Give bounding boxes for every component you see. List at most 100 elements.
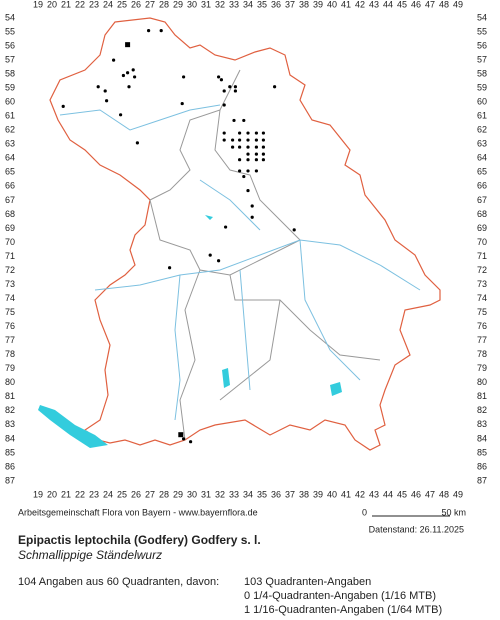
row-label: 84 [5,433,15,443]
record-dot [222,103,226,107]
row-label: 73 [477,279,487,289]
column-label: 45 [397,489,407,499]
record-square [125,42,131,48]
record-dot [250,215,254,219]
row-label: 60 [477,97,487,107]
row-label: 68 [5,209,15,219]
row-label: 63 [477,139,487,149]
record-dot [231,145,235,149]
row-label: 79 [5,363,15,373]
column-label: 24 [103,489,113,499]
record-dot [261,158,265,162]
column-label: 26 [131,0,141,9]
column-label: 25 [117,0,127,9]
column-label: 40 [327,489,337,499]
record-dot [228,85,232,89]
column-label: 31 [201,0,211,9]
record-dot [292,228,296,232]
record-dot [261,145,265,149]
row-label: 63 [5,139,15,149]
detail: 1 1/16-Quadranten-Angaben (1/64 MTB) [244,604,442,616]
record-dot [246,138,250,142]
column-label: 32 [215,0,225,9]
record-dot [103,89,107,93]
record-dot [254,138,258,142]
column-label: 25 [117,489,127,499]
record-dot [126,71,130,75]
record-dot [189,440,193,444]
column-label: 28 [159,489,169,499]
column-label: 22 [75,0,85,9]
column-label: 39 [313,0,323,9]
row-label: 62 [477,125,487,135]
column-label: 33 [229,489,239,499]
column-label: 23 [89,0,99,9]
record-dot [232,118,236,123]
column-label: 22 [75,489,85,499]
record-dot [168,266,172,270]
column-label: 29 [173,0,183,9]
record-dot [121,73,125,78]
column-label: 32 [215,489,225,499]
record-dot [208,253,212,257]
record-dot [246,145,250,149]
row-label: 76 [5,321,15,331]
row-label: 86 [5,461,15,471]
column-label: 46 [411,0,421,9]
record-dot [96,85,100,89]
column-label: 19 [33,489,43,499]
record-dot [105,99,109,103]
column-label: 37 [285,0,295,9]
row-label: 57 [5,54,15,64]
column-label: 41 [341,0,351,9]
record-dot [250,204,254,208]
record-dot [254,152,258,156]
record-dot [135,141,139,145]
row-label: 61 [477,111,487,121]
row-label: 61 [5,111,15,121]
row-label: 77 [5,335,15,345]
column-label: 42 [355,489,365,499]
row-label: 87 [5,475,15,485]
row-label: 78 [477,349,487,359]
record-dot [119,113,123,117]
record-dot [261,152,265,156]
record-dot [219,78,223,82]
lake [38,215,342,448]
record-dot [238,158,242,162]
row-label: 56 [5,40,15,50]
row-label: 75 [477,307,487,317]
column-label: 27 [145,0,155,9]
date: Datenstand: 26.11.2025 [369,524,464,534]
row-label: 69 [477,223,487,233]
column-label: 41 [341,489,351,499]
column-label: 21 [61,489,71,499]
row-label: 87 [477,475,487,485]
record-dot [182,437,186,441]
row-label: 79 [477,363,487,373]
row-label: 54 [477,12,487,22]
row-label: 80 [477,377,487,387]
column-label: 46 [411,489,421,499]
row-label: 73 [5,279,15,289]
row-label: 72 [477,265,487,275]
row-label: 65 [477,167,487,177]
row-label: 83 [477,419,487,429]
row-label: 60 [5,97,15,107]
column-label: 30 [187,489,197,499]
column-label: 34 [243,0,253,9]
record-dot [246,188,250,193]
row-label: 86 [477,461,487,471]
row-label: 76 [477,321,487,331]
row-label: 83 [5,419,15,429]
row-label: 56 [477,40,487,50]
row-label: 59 [5,83,15,93]
column-label: 48 [439,489,449,499]
column-label: 45 [397,0,407,9]
record-dot [127,85,131,89]
scale-start: 0 [362,507,367,517]
record-dot [238,169,242,173]
column-label: 40 [327,0,337,9]
title: Epipactis leptochila (Godfery) Godfery s… [18,533,261,547]
